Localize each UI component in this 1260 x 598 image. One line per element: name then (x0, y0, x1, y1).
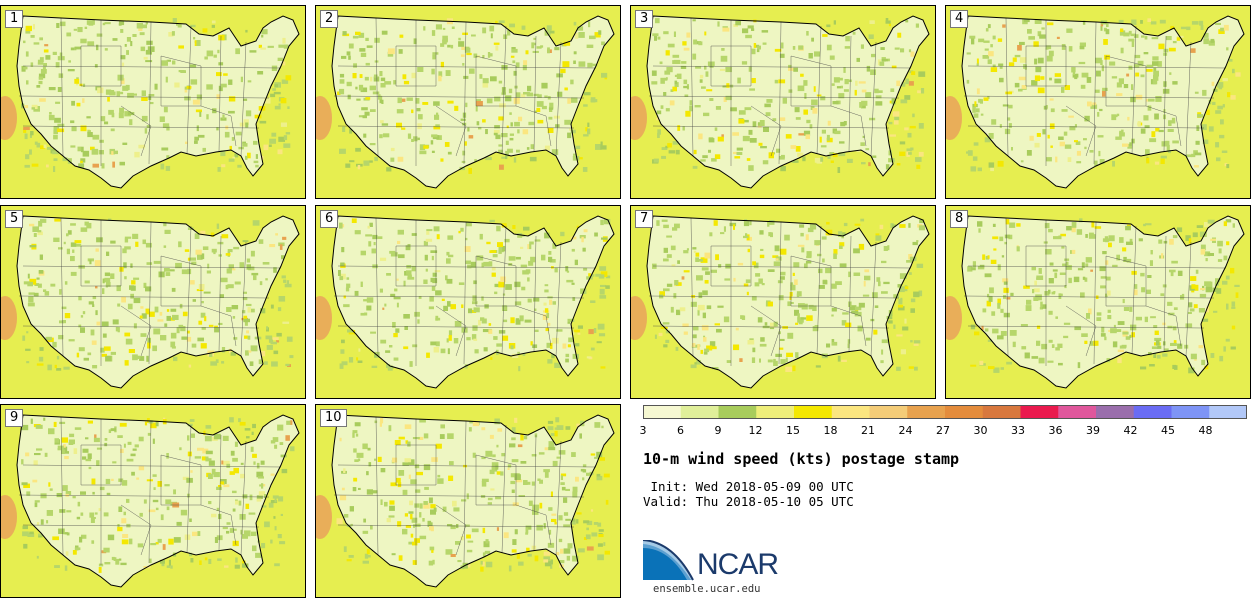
logo-url: ensemble.ucar.edu (653, 583, 761, 595)
colorbar-tick-label: 48 (1198, 424, 1213, 437)
colorbar (643, 405, 1247, 419)
member-label: 5 (5, 210, 24, 228)
colorbar-segment (1096, 405, 1135, 419)
colorbar-tick-label: 15 (786, 424, 800, 437)
valid-time: Valid: Thu 2018-05-10 05 UTC (643, 494, 854, 509)
member-map-panel: 6 (315, 205, 621, 399)
colorbar-tick-label: 39 (1086, 424, 1100, 437)
colorbar-tick-label: 12 (748, 424, 763, 437)
colorbar-tick-label: 24 (898, 424, 913, 437)
wind-speed-map (946, 206, 1250, 398)
chart-title: 10-m wind speed (kts) postage stamp (643, 450, 960, 468)
colorbar-segment (718, 405, 757, 419)
wind-speed-map (1, 405, 305, 597)
colorbar-tick-label: 27 (936, 424, 950, 437)
member-map-panel: 1 (0, 5, 306, 199)
colorbar-segment (1133, 405, 1172, 419)
colorbar-segment (945, 405, 984, 419)
ncar-logo-icon (643, 540, 694, 581)
member-map-panel: 10 (315, 404, 621, 598)
colorbar-tick-label: 42 (1123, 424, 1138, 437)
colorbar-segment (794, 405, 833, 419)
colorbar-segment (831, 405, 870, 419)
member-label: 3 (635, 10, 654, 28)
colorbar-segment (1020, 405, 1059, 419)
colorbar-segment (756, 405, 795, 419)
colorbar-tick-label: 45 (1161, 424, 1175, 437)
member-label: 8 (950, 210, 969, 228)
colorbar-tick-label: 33 (1011, 424, 1025, 437)
member-label: 2 (320, 10, 339, 28)
colorbar-tick-label: 9 (714, 424, 722, 437)
wind-speed-map (316, 405, 620, 597)
member-label: 4 (950, 10, 969, 28)
wind-speed-map (1, 206, 305, 398)
logo-text: NCAR (697, 548, 779, 581)
colorbar-tick-label: 18 (823, 424, 838, 437)
colorbar-segment (1058, 405, 1097, 419)
colorbar-segment (982, 405, 1021, 419)
member-label: 10 (320, 409, 347, 427)
colorbar-segment (869, 405, 908, 419)
colorbar-tick-label: 30 (973, 424, 988, 437)
member-map-panel: 4 (945, 5, 1251, 199)
member-map-panel: 3 (630, 5, 936, 199)
colorbar-segment (643, 405, 682, 419)
wind-speed-map (631, 206, 935, 398)
member-map-panel: 5 (0, 205, 306, 399)
colorbar-tick-label: 36 (1048, 424, 1063, 437)
colorbar-segment (1209, 405, 1247, 419)
member-label: 6 (320, 210, 339, 228)
member-map-panel: 2 (315, 5, 621, 199)
colorbar-tick-label: 21 (861, 424, 875, 437)
colorbar-segment (1171, 405, 1210, 419)
wind-speed-map (946, 6, 1250, 198)
colorbar-tick-label: 6 (677, 424, 684, 437)
wind-speed-map (316, 206, 620, 398)
member-label: 1 (5, 10, 24, 28)
colorbar-segment (680, 405, 719, 419)
colorbar-segment (907, 405, 946, 419)
colorbar-tick-label: 3 (639, 424, 647, 437)
wind-speed-map (631, 6, 935, 198)
member-map-panel: 8 (945, 205, 1251, 399)
wind-speed-map (316, 6, 620, 198)
member-map-panel: 9 (0, 404, 306, 598)
wind-speed-map (1, 6, 305, 198)
member-label: 7 (635, 210, 654, 228)
init-time: Init: Wed 2018-05-09 00 UTC (643, 479, 854, 494)
member-map-panel: 7 (630, 205, 936, 399)
member-label: 9 (5, 409, 24, 427)
